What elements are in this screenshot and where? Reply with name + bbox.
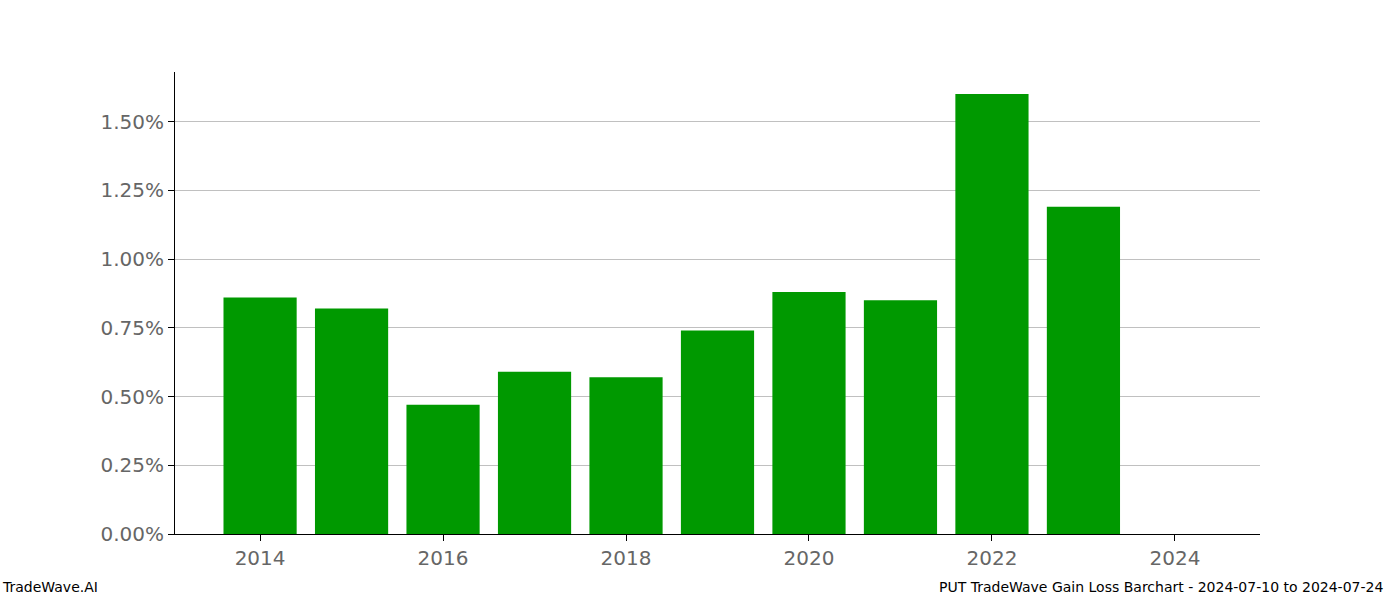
svg-text:1.50%: 1.50% bbox=[100, 110, 164, 134]
svg-text:1.00%: 1.00% bbox=[100, 247, 164, 271]
svg-text:2018: 2018 bbox=[601, 546, 652, 570]
svg-text:2024: 2024 bbox=[1149, 546, 1200, 570]
svg-text:0.25%: 0.25% bbox=[100, 453, 164, 477]
svg-text:TradeWave.AI: TradeWave.AI bbox=[2, 579, 98, 595]
svg-text:2020: 2020 bbox=[784, 546, 835, 570]
svg-text:2016: 2016 bbox=[418, 546, 469, 570]
svg-text:2022: 2022 bbox=[966, 546, 1017, 570]
svg-text:2014: 2014 bbox=[235, 546, 286, 570]
svg-text:0.75%: 0.75% bbox=[100, 316, 164, 340]
svg-text:PUT TradeWave Gain Loss Barcha: PUT TradeWave Gain Loss Barchart - 2024-… bbox=[939, 579, 1383, 595]
svg-text:0.00%: 0.00% bbox=[100, 522, 164, 546]
svg-text:0.50%: 0.50% bbox=[100, 385, 164, 409]
svg-text:1.25%: 1.25% bbox=[100, 178, 164, 202]
